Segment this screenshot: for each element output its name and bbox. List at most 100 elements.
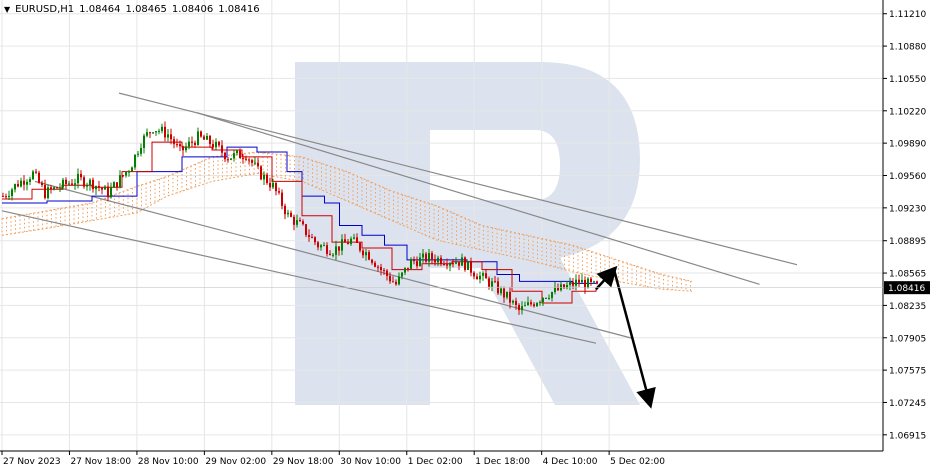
x-tick-label: 30 Nov 10:00 — [340, 457, 401, 467]
candle-bear — [413, 259, 415, 262]
candle-bull — [491, 281, 493, 287]
candle-bull — [512, 300, 514, 303]
y-tick-label: 1.10550 — [889, 75, 926, 85]
candle-bear — [221, 145, 223, 153]
candle-bull — [74, 183, 76, 185]
candle-bear — [515, 300, 517, 305]
candle-bull — [320, 245, 322, 248]
candle-bull — [335, 246, 337, 255]
candle-bear — [368, 252, 370, 260]
candle-bear — [56, 187, 58, 189]
candle-bull — [419, 257, 421, 267]
candle-bear — [278, 191, 280, 193]
candle-bull — [110, 187, 112, 198]
candle-bear — [572, 281, 574, 286]
x-tick-label: 27 Nov 2023 — [3, 457, 61, 467]
candle-bull — [89, 179, 91, 186]
symbol-timeframe[interactable]: EURUSD,H1 — [15, 4, 75, 15]
candle-bull — [566, 285, 568, 289]
candle-bear — [473, 272, 475, 277]
candle-bear — [596, 281, 598, 284]
candle-bull — [524, 305, 526, 307]
x-tick-label: 1 Dec 18:00 — [475, 457, 530, 467]
candle-bull — [230, 158, 232, 160]
candle-bear — [578, 279, 580, 283]
candle-bear — [380, 266, 382, 271]
candle-bull — [62, 179, 64, 188]
candle-bear — [443, 263, 445, 265]
candle-bull — [233, 153, 235, 159]
candle-bull — [428, 253, 430, 262]
candle-bear — [314, 237, 316, 243]
candle-bear — [203, 136, 205, 140]
candle-bear — [485, 273, 487, 279]
candle-bull — [140, 147, 142, 154]
candle-bear — [269, 183, 271, 188]
candle-bear — [431, 253, 433, 260]
y-tick-label: 1.09890 — [889, 140, 926, 150]
candle-bull — [152, 132, 154, 134]
candle-bear — [356, 237, 358, 243]
candle-bear — [362, 250, 364, 256]
candle-bear — [452, 263, 454, 265]
candle-bull — [365, 252, 367, 256]
candle-bear — [212, 144, 214, 148]
candle-bull — [287, 212, 289, 215]
candle-bull — [500, 288, 502, 294]
candle-bear — [116, 182, 118, 188]
candle-bull — [119, 175, 121, 188]
y-tick-label: 1.11210 — [889, 10, 926, 20]
y-tick-label: 1.08565 — [889, 270, 926, 280]
candle-bear — [440, 257, 442, 264]
candle-bear — [41, 182, 43, 186]
candle-bull — [263, 174, 265, 180]
candle-bear — [260, 166, 262, 180]
candle-bull — [185, 146, 187, 151]
candle-bear — [458, 262, 460, 266]
candle-bull — [104, 186, 106, 190]
y-tick-label: 1.08895 — [889, 237, 926, 247]
current-price-box — [884, 281, 930, 295]
candle-bear — [338, 246, 340, 251]
candle-bear — [71, 183, 73, 185]
ohlc-close: 1.08416 — [218, 4, 260, 15]
trend-channels[interactable] — [1, 92, 798, 344]
candle-bull — [551, 292, 553, 298]
candle-bear — [191, 141, 193, 143]
forecast-arrows[interactable] — [595, 265, 656, 409]
candle-bull — [125, 172, 127, 176]
candle-bear — [563, 284, 565, 289]
candle-bear — [488, 278, 490, 287]
candle-bull — [587, 278, 589, 289]
candle-bull — [536, 303, 538, 307]
candle-bear — [200, 131, 202, 137]
ichimoku-cloud — [1, 151, 693, 292]
candle-bull — [146, 132, 148, 136]
grid — [0, 0, 883, 451]
symbol-dropdown-icon[interactable]: ▼ — [4, 5, 11, 14]
candle-bear — [101, 187, 103, 190]
candle-bear — [242, 158, 244, 160]
candle-bull — [401, 272, 403, 277]
candle-bull — [482, 273, 484, 276]
candle-bull — [68, 183, 70, 185]
candle-bull — [143, 135, 145, 148]
upper-channel-line-2 — [196, 112, 760, 285]
candle-bear — [308, 235, 310, 238]
candle-bull — [479, 275, 481, 280]
y-tick-label: 1.06915 — [889, 431, 926, 441]
tenkan-sen-line — [2, 141, 597, 304]
candle-bull — [32, 171, 34, 180]
candle-bear — [293, 216, 295, 225]
candle-bear — [239, 150, 241, 159]
candle-bear — [470, 261, 472, 273]
candle-bull — [29, 179, 31, 182]
x-tick-label: 1 Dec 02:00 — [408, 457, 463, 467]
candle-bear — [392, 281, 394, 283]
y-tick-label: 1.07905 — [889, 334, 926, 344]
candle-bear — [2, 196, 4, 198]
watermark-logo — [295, 62, 640, 405]
candle-bear — [311, 237, 313, 239]
candle-bear — [290, 212, 292, 217]
